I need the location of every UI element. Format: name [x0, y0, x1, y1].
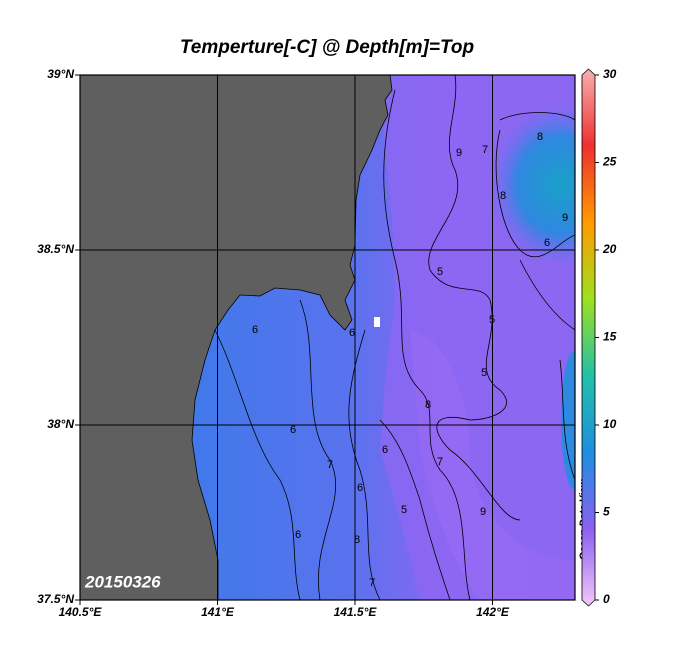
contour-label: 8: [354, 534, 360, 546]
colorbar-label: 20: [602, 242, 617, 256]
date-label: 20150326: [84, 572, 161, 591]
contour-label: 5: [401, 504, 407, 516]
cool-edge: [561, 350, 575, 490]
colorbar: 0 5 10 15 20 25 30: [581, 67, 617, 607]
x-tick-label: 142°E: [476, 605, 510, 619]
x-tick-label: 140.5°E: [59, 605, 103, 619]
colorbar-label: 5: [603, 505, 610, 519]
contour-label: 8: [500, 190, 506, 202]
warm-tongue: [410, 330, 575, 600]
contour-label: 5: [437, 266, 443, 278]
x-tick-label: 141.5°E: [334, 605, 378, 619]
y-tick-label: 37.5°N: [37, 592, 74, 606]
contour-label: 9: [562, 212, 568, 224]
contour-label: 7: [369, 577, 375, 589]
colorbar-label: 0: [603, 592, 610, 606]
colorbar-label: 15: [603, 330, 617, 344]
contour-label: 6: [357, 482, 363, 494]
contour-label: 6: [295, 529, 301, 541]
colorbar-label: 30: [603, 67, 617, 81]
contour-label: 7: [437, 456, 443, 468]
contour-label: 6: [290, 424, 296, 436]
colorbar-bar: [581, 68, 596, 607]
contour-label: 5: [481, 367, 487, 379]
contour-label: 6: [382, 444, 388, 456]
contour-label: 6: [544, 237, 550, 249]
contour-label: 6: [252, 324, 258, 336]
colorbar-label: 25: [602, 155, 617, 169]
contour-label: 6: [349, 327, 355, 339]
land: [80, 75, 393, 600]
y-tick-label: 39°N: [47, 67, 74, 81]
contour-label: 9: [456, 147, 462, 159]
contour-label: 8: [537, 131, 543, 143]
y-tick-label: 38.5°N: [37, 242, 74, 256]
cool-patch: [490, 105, 575, 265]
contour-label: 5: [489, 314, 495, 326]
contours: [214, 75, 575, 600]
contour-label: 7: [327, 459, 333, 471]
contour-label: 7: [482, 144, 488, 156]
map-title: Temperture[-C] @ Depth[m]=Top: [180, 37, 474, 58]
contour-label: 9: [480, 506, 486, 518]
contour-label: 8: [425, 399, 431, 411]
island: [374, 317, 380, 327]
x-tick-label: 141°E: [201, 605, 235, 619]
colorbar-label: 10: [603, 417, 617, 431]
y-tick-label: 38°N: [47, 417, 74, 431]
